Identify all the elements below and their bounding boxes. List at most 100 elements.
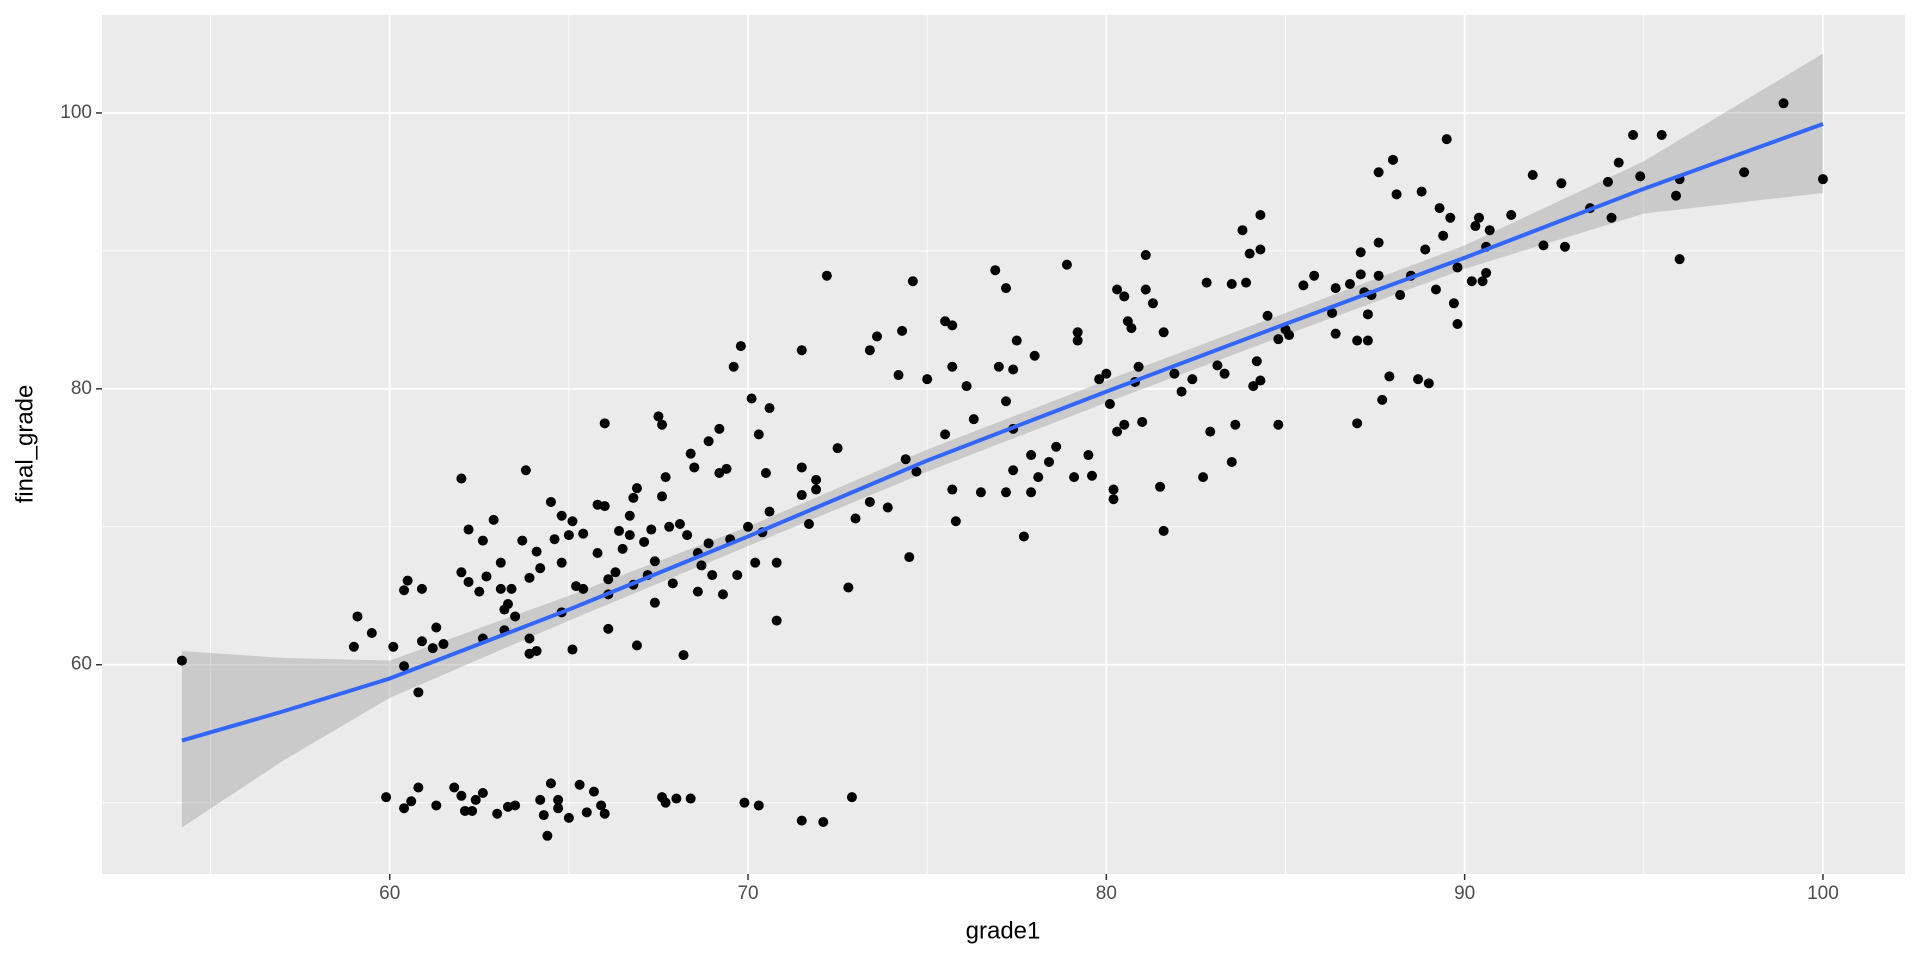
point (624, 530, 635, 541)
point (1169, 368, 1180, 379)
smooth-line (181, 122, 1824, 743)
point (506, 583, 517, 594)
point (1448, 298, 1459, 309)
point (463, 524, 474, 535)
point (707, 570, 718, 581)
point (753, 429, 764, 440)
point (1212, 360, 1223, 371)
point (1087, 470, 1098, 481)
point (1373, 237, 1384, 248)
point (596, 800, 607, 811)
point (728, 361, 739, 372)
point (735, 341, 746, 352)
point (1506, 210, 1517, 221)
point (1656, 130, 1667, 141)
point (667, 578, 678, 589)
point (614, 525, 625, 536)
point (474, 586, 485, 597)
point (1104, 399, 1115, 410)
point (940, 429, 951, 440)
point (352, 611, 363, 622)
point (624, 510, 635, 521)
point (703, 436, 714, 447)
point (1108, 484, 1119, 495)
y-axis-title: final_grade (11, 385, 38, 504)
point (1452, 262, 1463, 273)
point (1137, 416, 1148, 427)
point (456, 790, 467, 801)
point (864, 345, 875, 356)
point (399, 661, 410, 672)
point (1362, 309, 1373, 320)
point (1237, 225, 1248, 236)
point (1158, 327, 1169, 338)
line-layer (181, 122, 1824, 743)
point (1355, 269, 1366, 280)
point (764, 403, 775, 414)
point (1011, 335, 1022, 346)
point (1083, 450, 1094, 461)
point (588, 786, 599, 797)
point (1033, 472, 1044, 483)
point (968, 414, 979, 425)
point (657, 419, 668, 430)
point (1445, 212, 1456, 223)
point (603, 623, 614, 634)
point (1255, 210, 1266, 221)
point (1051, 441, 1062, 452)
point (510, 611, 521, 622)
point (796, 462, 807, 473)
point (760, 467, 771, 478)
point (753, 800, 764, 811)
point (850, 513, 861, 524)
point (1613, 157, 1624, 168)
point (1452, 319, 1463, 330)
point (846, 792, 857, 803)
point (603, 574, 614, 585)
point (821, 270, 832, 281)
point (1101, 368, 1112, 379)
point (456, 473, 467, 484)
point (399, 585, 410, 596)
point (427, 643, 438, 654)
point (1384, 371, 1395, 382)
point (402, 575, 413, 586)
point (470, 794, 481, 805)
point (1008, 465, 1019, 476)
point (176, 655, 187, 666)
point (832, 443, 843, 454)
point (631, 640, 642, 651)
point (416, 583, 427, 594)
point (682, 530, 693, 541)
point (1473, 212, 1484, 223)
point (449, 782, 460, 793)
point (431, 800, 442, 811)
point (674, 519, 685, 530)
point (477, 535, 488, 546)
point (1373, 167, 1384, 178)
point (1484, 225, 1495, 236)
point (1072, 327, 1083, 338)
x-tick-label: 80 (1096, 883, 1117, 904)
point (1226, 278, 1237, 289)
point (1671, 190, 1682, 201)
point (649, 597, 660, 608)
point (1126, 323, 1137, 334)
point (764, 506, 775, 517)
point (900, 454, 911, 465)
point (961, 381, 972, 392)
point (459, 805, 470, 816)
point (649, 556, 660, 567)
point (567, 644, 578, 655)
point (1635, 171, 1646, 182)
point (1391, 189, 1402, 200)
x-axis-title: grade1 (966, 917, 1041, 944)
point (413, 687, 424, 698)
point (1395, 290, 1406, 301)
point (1001, 487, 1012, 498)
confidence-band (181, 53, 1823, 828)
point (721, 463, 732, 474)
point (703, 538, 714, 549)
point (947, 320, 958, 331)
